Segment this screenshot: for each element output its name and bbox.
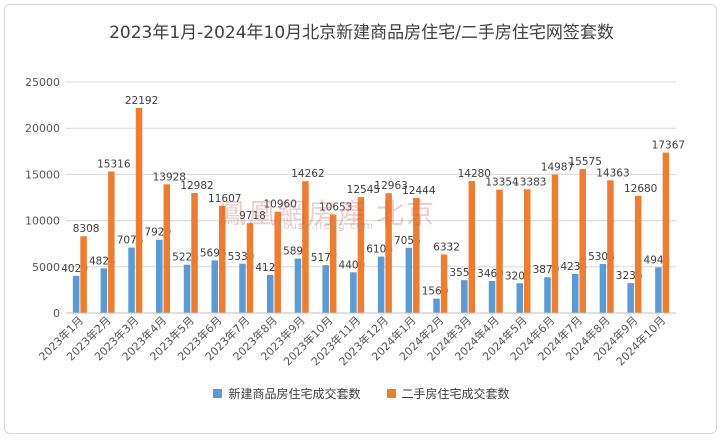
bar-new-homes [350,272,357,313]
data-label-resale: 6332 [433,241,460,253]
bar-new-homes [322,265,329,313]
bar-resale [440,254,448,313]
bar-resale [163,184,171,313]
legend-swatch-new-homes [213,389,223,398]
data-label-resale: 14280 [458,168,491,180]
y-tick-label: 10000 [25,215,60,228]
bar-resale [135,107,143,313]
bar-resale [468,181,476,313]
bar-new-homes [516,283,523,313]
legend-label-new-homes: 新建商品房住宅成交套数 [228,387,361,401]
bar-new-homes [294,258,302,313]
bar-new-homes [100,268,108,313]
data-label-new-homes: 5891 [283,246,310,258]
bar-new-homes [655,267,662,313]
data-label-resale: 12545 [347,184,380,196]
watermark-url: house.ifeng.com [276,221,375,232]
legend-swatch-resale [386,389,396,398]
bar-resale [357,197,365,313]
watermark-logo: 鳳凰網房產 北京 [218,192,436,232]
data-label-resale: 10653 [319,202,352,214]
bar-new-homes [72,275,80,313]
data-label-resale: 13928 [153,171,186,183]
bar-new-homes [627,283,634,313]
bar-resale [551,174,559,313]
data-label-resale: 9718 [239,210,266,222]
data-label-resale: 15575 [569,156,602,168]
bar-new-homes [599,263,607,313]
y-tick-label: 25000 [25,76,60,89]
data-label-resale: 8308 [73,223,100,235]
y-tick-label: 0 [53,307,60,320]
data-label-resale: 12963 [374,180,407,192]
bar-resale [191,193,198,313]
data-label-resale: 10960 [264,199,297,211]
data-label-resale: 14363 [596,167,629,179]
bar-resale [579,169,586,313]
bar-resale [634,195,642,313]
bar-new-homes [405,247,413,313]
watermark-main: 鳳凰網房產 [218,197,369,230]
bar-resale [329,214,337,313]
bar-new-homes [488,280,496,313]
data-label-resale: 12680 [624,183,657,195]
legend-item-resale: 二手房住宅成交套数 [386,385,510,402]
data-label-resale: 22192 [125,95,158,107]
legend-item-new-homes: 新建商品房住宅成交套数 [213,385,361,402]
data-label-resale: 12444 [402,185,436,197]
watermark-region: 北京 [376,197,437,230]
bar-resale [219,205,226,313]
bar-new-homes [156,239,163,313]
bar-new-homes [461,280,468,313]
bar-resale [496,189,503,313]
bar-resale [524,189,531,313]
data-label-resale: 13383 [513,176,546,188]
data-label-resale: 17367 [652,140,685,152]
bar-resale [108,171,115,313]
data-label-resale: 15316 [97,158,131,170]
bar-resale [274,211,281,313]
bar-new-homes [239,263,246,313]
bar-resale [662,152,670,313]
bar-new-homes [544,277,551,313]
bar-new-homes [433,298,440,313]
bar-resale [80,236,87,313]
chart-title: 2023年1月-2024年10月北京新建商品房住宅/二手房住宅网签套数 [109,23,614,43]
bar-resale [413,198,420,313]
y-tick-label: 20000 [25,122,60,135]
bar-new-homes [266,274,274,313]
bar-new-homes [571,273,579,313]
bar-new-homes [128,247,135,313]
bar-new-homes [211,260,218,313]
data-label-resale: 11607 [208,193,241,205]
bar-new-homes [183,264,191,313]
data-label-resale: 12982 [180,180,213,192]
bar-new-homes [377,256,385,313]
legend-label-resale: 二手房住宅成交套数 [401,387,510,401]
bar-resale [302,181,309,313]
bar-resale [385,193,392,313]
y-tick-label: 5000 [32,261,60,274]
data-label-resale: 14262 [291,168,324,180]
bar-resale [246,223,254,313]
chart-legend: 新建商品房住宅成交套数 二手房住宅成交套数 [0,385,723,402]
bar-resale [607,180,614,313]
data-label-resale: 13354 [485,177,519,189]
data-label-resale: 14987 [541,162,574,174]
y-tick-label: 15000 [25,168,60,181]
